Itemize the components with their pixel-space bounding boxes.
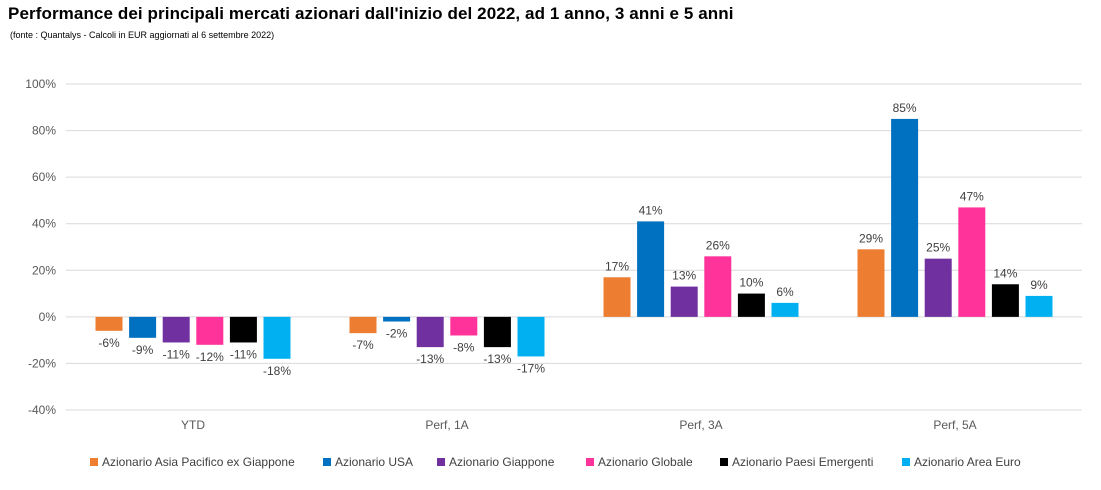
bar: [162, 316, 190, 343]
legend-item: Azionario Asia Pacifico ex Giappone: [90, 455, 295, 469]
bar: [450, 316, 478, 336]
bar: [196, 316, 224, 345]
bar: [670, 286, 698, 317]
data-label: -6%: [98, 336, 120, 350]
bar: [958, 207, 986, 317]
bar: [924, 258, 952, 317]
legend-label: Azionario Globale: [598, 455, 693, 469]
bar: [991, 284, 1019, 317]
chart-subtitle: (fonte : Quantalys - Calcoli in EUR aggi…: [10, 30, 275, 40]
x-category-label: Perf, 5A: [933, 418, 976, 432]
bar: [416, 316, 444, 348]
bar: [603, 277, 631, 317]
legend-label: Azionario USA: [335, 455, 414, 469]
data-label: -8%: [453, 340, 475, 354]
chart-title: Performance dei principali mercati azion…: [8, 4, 734, 23]
data-label: -18%: [263, 364, 291, 378]
y-tick-label: 100%: [25, 77, 56, 91]
data-label: -11%: [163, 347, 190, 361]
data-label: 14%: [993, 266, 1017, 280]
bar: [349, 316, 377, 334]
y-tick-label: 60%: [32, 170, 56, 184]
data-label: 13%: [672, 269, 696, 283]
y-tick-label: 40%: [32, 217, 56, 231]
legend-item: Azionario Giappone: [437, 455, 554, 469]
bar: [771, 302, 799, 317]
data-label: -13%: [483, 352, 511, 366]
legend-label: Azionario Paesi Emergenti: [732, 455, 874, 469]
legend-item: Azionario Area Euro: [902, 455, 1021, 469]
data-label: 26%: [706, 238, 730, 252]
data-label: -9%: [132, 343, 154, 357]
x-category-label: Perf, 3A: [679, 418, 722, 432]
y-tick-label: 0%: [39, 310, 57, 324]
legend-item: Azionario USA: [323, 455, 413, 469]
legend-swatch: [586, 458, 594, 466]
data-label: -2%: [386, 327, 408, 341]
bar: [129, 316, 157, 338]
data-label: 17%: [605, 259, 629, 273]
legend-swatch: [720, 458, 728, 466]
data-label: 41%: [639, 203, 663, 217]
data-label: -11%: [230, 347, 257, 361]
legend-swatch: [323, 458, 331, 466]
bar: [857, 249, 885, 317]
bar: [1025, 295, 1053, 317]
y-tick-label: -20%: [28, 356, 56, 370]
data-label: 10%: [739, 276, 763, 290]
data-label: -7%: [352, 338, 374, 352]
data-label: 6%: [776, 285, 794, 299]
data-label: 47%: [960, 189, 984, 203]
y-tick-label: 80%: [32, 124, 56, 138]
bar: [517, 316, 545, 357]
legend-item: Azionario Paesi Emergenti: [720, 455, 873, 469]
y-tick-label: 20%: [32, 263, 56, 277]
bar: [483, 316, 511, 348]
data-label: -12%: [196, 350, 224, 364]
data-label: 85%: [893, 101, 917, 115]
data-label: 9%: [1030, 278, 1048, 292]
data-label: -13%: [416, 352, 444, 366]
x-category-label: YTD: [181, 418, 205, 432]
bar: [229, 316, 257, 343]
legend-label: Azionario Area Euro: [914, 455, 1021, 469]
bar: [891, 118, 919, 317]
legend-item: Azionario Globale: [586, 455, 693, 469]
data-label: 25%: [926, 241, 950, 255]
legend-label: Azionario Asia Pacifico ex Giappone: [102, 455, 295, 469]
legend-swatch: [902, 458, 910, 466]
legend-swatch: [437, 458, 445, 466]
bar: [704, 256, 732, 317]
legend-label: Azionario Giappone: [449, 455, 555, 469]
bar: [263, 316, 291, 359]
chart-legend: Azionario Asia Pacifico ex Giappone Azion…: [0, 455, 1101, 475]
data-label: 29%: [859, 231, 883, 245]
legend-swatch: [90, 458, 98, 466]
bar: [383, 316, 411, 322]
data-label: -17%: [517, 361, 545, 375]
bar: [637, 221, 665, 317]
bar: [737, 293, 765, 317]
bar: [95, 316, 123, 331]
y-tick-label: -40%: [28, 403, 56, 417]
bar-chart: -40% -20% 0% 20% 40% 60% 80% 100% -6% -9% -11% -12%…: [25, 77, 1082, 432]
x-category-label: Perf, 1A: [425, 418, 468, 432]
